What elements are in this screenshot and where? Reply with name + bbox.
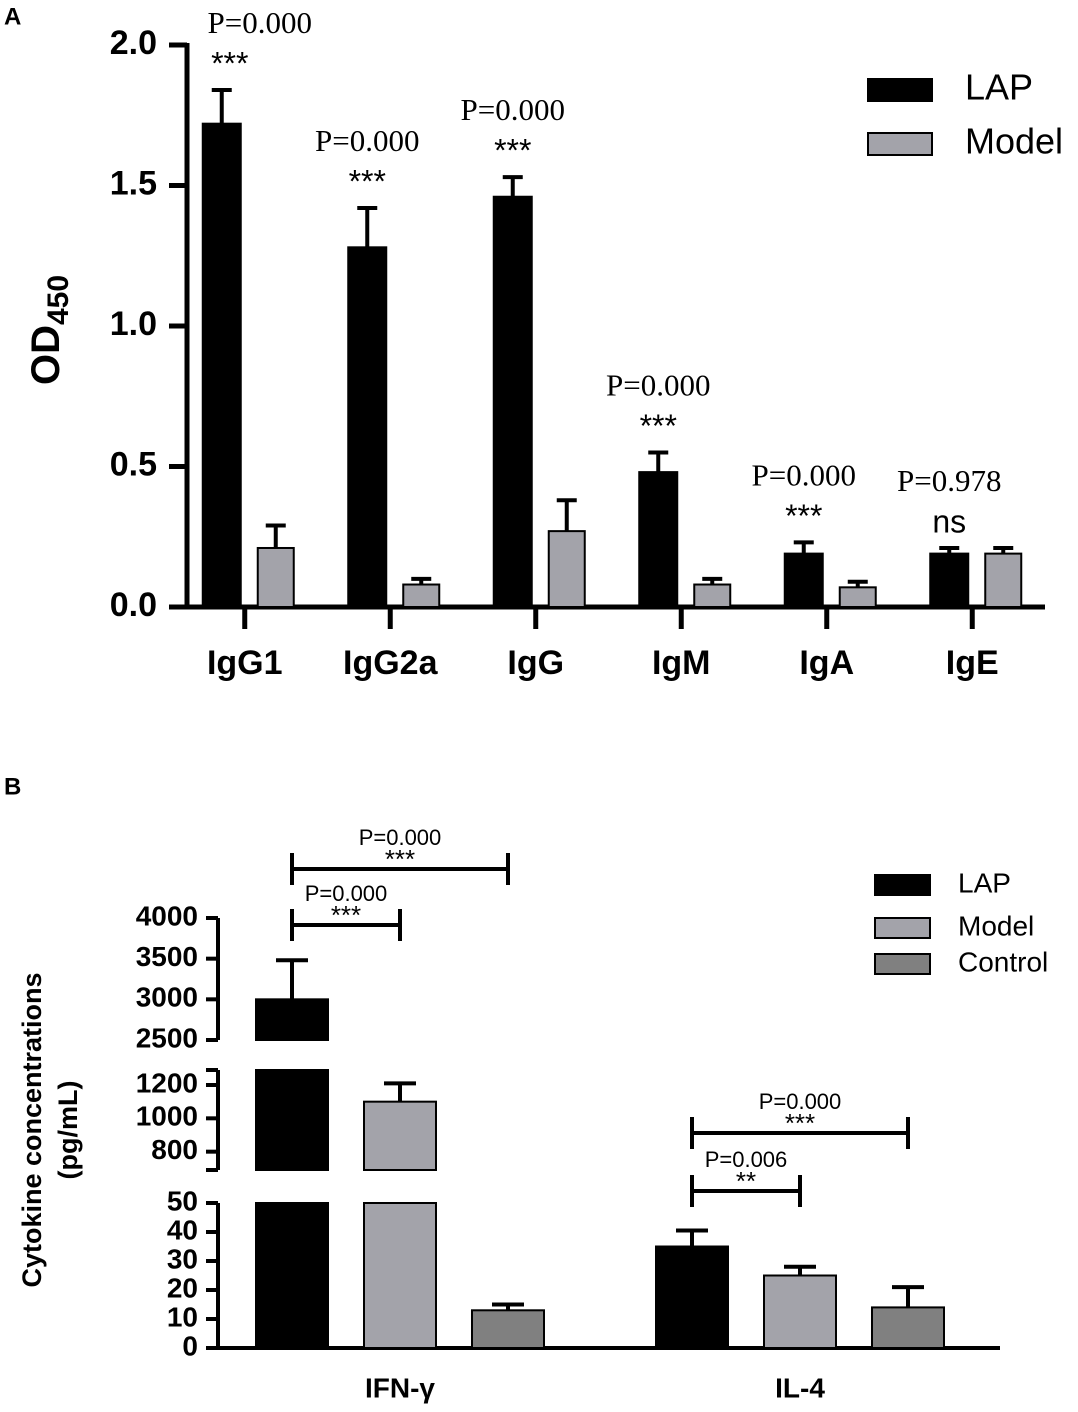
bar — [471, 1309, 545, 1350]
bar — [655, 1245, 729, 1349]
bar — [363, 1100, 437, 1171]
significance: *** — [211, 45, 248, 81]
significance: ** — [736, 1166, 756, 1196]
bar — [363, 1202, 437, 1349]
panel-label: A — [4, 3, 21, 30]
panel-label: B — [4, 773, 21, 800]
legend-label: Model — [958, 910, 1034, 941]
bar — [201, 122, 242, 609]
x-tick-label: IL-4 — [775, 1372, 825, 1403]
significance: *** — [385, 844, 415, 874]
bar — [547, 530, 586, 609]
x-tick-label: IgG — [507, 644, 564, 682]
p-value: P=0.000 — [606, 368, 710, 403]
bar — [984, 552, 1023, 608]
significance: *** — [494, 133, 531, 169]
y-tick-label: 1200 — [136, 1067, 198, 1098]
bar — [492, 195, 533, 609]
y-tick-label: 50 — [167, 1185, 198, 1216]
bar — [783, 552, 824, 608]
p-value: P=0.000 — [752, 457, 856, 492]
significance: ns — [932, 503, 966, 539]
bar — [763, 1274, 837, 1349]
x-tick-label: IgG2a — [343, 644, 439, 682]
y-tick-label: 20 — [167, 1272, 198, 1303]
bar — [871, 1306, 945, 1350]
legend-swatch — [874, 953, 931, 975]
legend-swatch — [874, 874, 931, 896]
legend-swatch — [874, 917, 931, 939]
p-value: P=0.978 — [897, 463, 1001, 498]
legend-label: Model — [965, 121, 1063, 162]
x-tick-label: IgE — [946, 644, 999, 682]
y-tick-label: 30 — [167, 1243, 198, 1274]
significance: *** — [785, 1108, 815, 1138]
y-tick-label: 2500 — [136, 1022, 198, 1053]
p-value: P=0.000 — [759, 1089, 842, 1114]
y-tick-label: 1.0 — [110, 305, 157, 343]
significance: *** — [331, 900, 361, 930]
bar — [347, 246, 388, 608]
y-tick-label: 3500 — [136, 941, 198, 972]
y-tick-label: 10 — [167, 1301, 198, 1332]
y-tick-label: 800 — [151, 1134, 198, 1165]
bar — [693, 583, 732, 609]
bar — [638, 471, 679, 608]
y-axis-label: Cytokine concentrations — [17, 972, 47, 1287]
legend-label: LAP — [965, 67, 1033, 108]
p-value: P=0.000 — [315, 123, 419, 158]
y-tick-label: 4000 — [136, 900, 198, 931]
x-tick-label: IgA — [799, 644, 854, 682]
bar — [255, 1202, 329, 1349]
significance: *** — [349, 163, 386, 199]
bar — [255, 998, 329, 1041]
x-tick-label: IFN-γ — [365, 1372, 435, 1403]
y-axis-label-sub: 450 — [42, 275, 75, 325]
legend-label: Control — [958, 946, 1048, 977]
legend-swatch — [867, 132, 933, 156]
bar — [929, 552, 970, 608]
p-value: P=0.000 — [461, 92, 565, 127]
y-axis-label: OD450 — [24, 275, 75, 385]
p-value: P=0.000 — [359, 825, 442, 850]
y-axis-label-main: OD — [24, 325, 68, 385]
bar — [838, 586, 877, 609]
legend-swatch — [867, 78, 933, 102]
y-tick-label: 0.5 — [110, 445, 157, 483]
y-axis-label: (pg/mL) — [53, 1081, 83, 1180]
y-tick-label: 1000 — [136, 1101, 198, 1132]
x-tick-label: IgG1 — [207, 644, 283, 682]
bar — [256, 546, 295, 608]
significance: *** — [640, 408, 677, 444]
x-tick-label: IgM — [652, 644, 711, 682]
y-tick-label: 0.0 — [110, 586, 157, 624]
y-tick-label: 3000 — [136, 982, 198, 1013]
p-value: P=0.000 — [305, 881, 388, 906]
significance: *** — [785, 498, 822, 534]
y-tick-label: 40 — [167, 1214, 198, 1245]
legend-label: LAP — [958, 867, 1011, 898]
y-tick-label: 0 — [182, 1330, 198, 1361]
bar — [402, 583, 441, 609]
y-tick-label: 1.5 — [110, 164, 157, 202]
p-value: P=0.006 — [705, 1147, 788, 1172]
p-value: P=0.000 — [208, 5, 312, 40]
bar — [255, 1069, 329, 1171]
y-tick-label: 2.0 — [110, 24, 157, 62]
